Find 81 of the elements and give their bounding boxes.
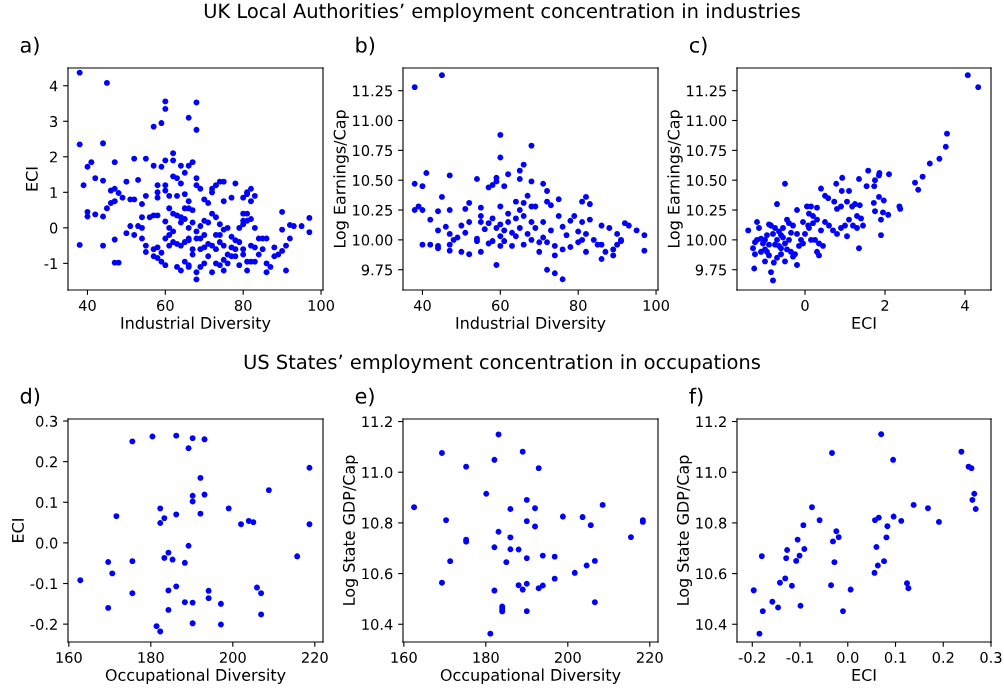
text: f)	[689, 387, 703, 407]
y-tick-label: -1	[44, 258, 57, 269]
x-tick-label: 4	[961, 300, 969, 311]
x-tick-label: 0.2	[932, 651, 954, 664]
x-axis-title: Industrial Diversity	[121, 316, 271, 333]
text: e)	[355, 387, 374, 407]
y-tick-label: 9.75	[361, 264, 392, 276]
x-tick-label: 100	[643, 299, 669, 312]
y-axis-title: Log State GDP/Cap	[342, 455, 359, 605]
y-axis-title: ECI	[11, 519, 24, 542]
text: c)	[689, 36, 707, 56]
x-tick-label: 160	[56, 651, 82, 664]
y-tick-label: 11.2	[696, 416, 726, 428]
y-tick-label: 2	[50, 151, 57, 163]
y-tick-label: 10.8	[362, 517, 393, 529]
y-tick-label: 9.75	[695, 264, 726, 276]
x-axis-title: Occupational Diversity	[440, 668, 621, 685]
x-tick-label: 200	[219, 651, 246, 664]
y-tick-label: 10.00	[687, 234, 727, 246]
x-tick-label: 0.3	[980, 651, 1002, 664]
x-tick-label: 0.0	[837, 651, 859, 664]
text: b)	[356, 36, 375, 56]
x-tick-label: -0.2	[738, 651, 766, 664]
y-tick-label: 4	[49, 80, 58, 92]
x-tick-label: 40	[78, 299, 96, 312]
y-tick-label: 11.0	[696, 466, 727, 478]
y-tick-label: -0.2	[30, 618, 57, 630]
text: a)	[20, 36, 39, 56]
y-axis-title: Log Earnings/Cap	[333, 110, 349, 248]
x-tick-label: 0.1	[884, 651, 906, 664]
x-tick-label: 80	[569, 299, 587, 312]
x-tick-label: 180	[473, 651, 499, 664]
y-tick-label: 11.00	[687, 115, 727, 127]
y-tick-label: 11.25	[353, 85, 392, 97]
x-axis-title: Occupational Diversity	[105, 668, 286, 685]
text: UK Local Authorities’ employment concentration in industries	[204, 3, 800, 22]
x-axis-title: ECI	[852, 668, 876, 681]
x-tick-label: 220	[301, 651, 328, 664]
y-tick-label: 10.75	[687, 145, 726, 157]
x-tick-label: 200	[554, 651, 581, 664]
x-tick-label: -0.1	[786, 651, 813, 664]
x-tick-label: 80	[234, 299, 252, 312]
y-tick-label: 11.2	[362, 416, 392, 428]
x-tick-label: 2	[881, 299, 889, 311]
y-axis-title: Log State GDP/Cap	[676, 455, 693, 605]
y-tick-label: 0.2	[36, 456, 57, 468]
x-tick-label: 0	[801, 299, 809, 312]
y-tick-label: 0.0	[36, 537, 58, 549]
y-tick-label: 10.4	[696, 618, 727, 631]
y-axis-title: Log Earnings/Cap	[667, 110, 683, 248]
y-tick-label: 10.50	[687, 174, 727, 186]
x-tick-label: 100	[308, 299, 334, 312]
x-tick-label: 40	[413, 299, 431, 312]
y-tick-label: 11.00	[353, 115, 393, 127]
text: US States’ employment concentration in occupations	[244, 354, 760, 373]
x-tick-label: 160	[391, 651, 417, 664]
y-tick-label: 10.25	[687, 204, 726, 216]
y-tick-label: 10.8	[696, 517, 727, 529]
y-axis-title: ECI	[25, 167, 38, 191]
y-tick-label: 10.00	[353, 234, 393, 246]
y-tick-label: -0.1	[30, 578, 57, 590]
x-axis-title: Industrial Diversity	[456, 316, 606, 333]
x-tick-label: 180	[138, 651, 164, 664]
y-tick-label: 10.6	[362, 568, 393, 580]
y-tick-label: 11.25	[687, 85, 726, 97]
y-tick-label: 11.0	[362, 466, 393, 478]
y-tick-label: 10.75	[353, 145, 392, 157]
y-tick-label: 0.3	[36, 415, 58, 427]
x-axis-title: ECI	[852, 316, 876, 329]
y-tick-label: 10.4	[362, 618, 393, 631]
y-tick-label: 3	[50, 116, 58, 128]
y-tick-label: 1	[50, 187, 57, 198]
text: d)	[20, 387, 40, 407]
y-tick-label: 10.6	[696, 568, 727, 580]
x-tick-label: 60	[492, 299, 509, 312]
y-tick-label: 0.1	[36, 496, 57, 509]
x-tick-label: 220	[636, 651, 663, 664]
y-tick-label: 0	[49, 222, 58, 234]
x-tick-label: 60	[157, 299, 174, 312]
y-tick-label: 10.25	[353, 204, 392, 216]
y-tick-label: 10.50	[353, 174, 393, 186]
